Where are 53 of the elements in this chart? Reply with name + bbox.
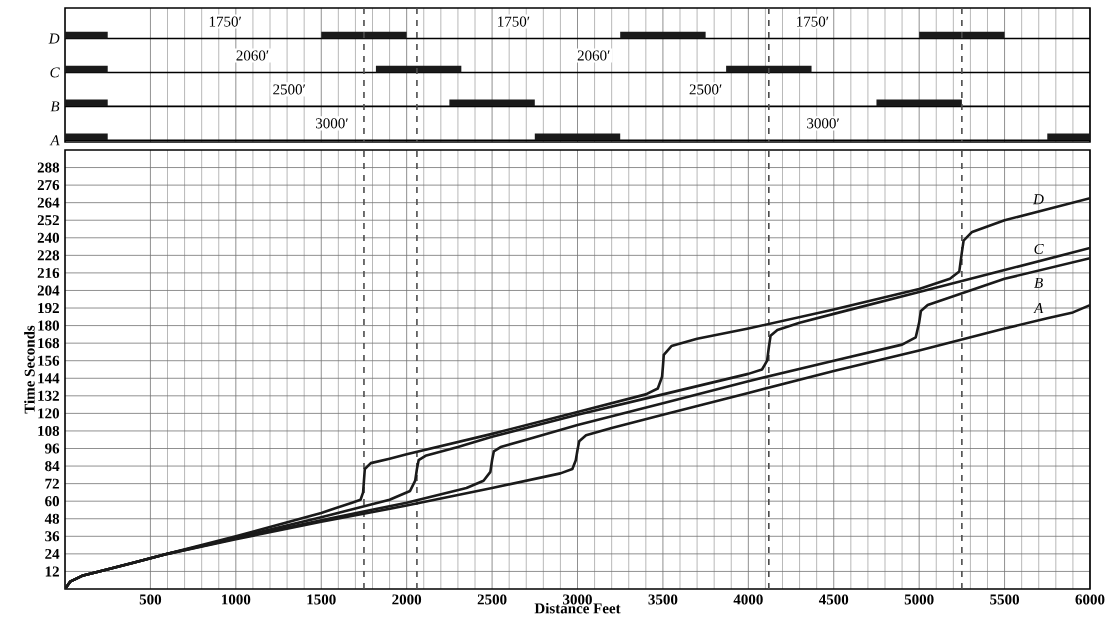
annotation: 1750′ <box>498 16 530 27</box>
x-tick-label: 4500 <box>818 594 849 605</box>
y-tick-label: 12 <box>45 566 59 577</box>
y-tick-label: 36 <box>45 531 60 542</box>
annotation: 3000′ <box>316 118 348 129</box>
annotation: 2060′ <box>236 50 269 61</box>
y-tick-label: B <box>50 101 60 112</box>
y-tick-label: 132 <box>38 390 59 401</box>
y-tick-label: 168 <box>38 338 60 349</box>
y-tick-label: 60 <box>45 496 60 507</box>
y-tick-label: 252 <box>37 215 59 226</box>
annotation: 1750′ <box>797 16 829 27</box>
y-tick-label: 192 <box>38 303 59 314</box>
y-tick-label: A <box>49 135 60 146</box>
x-tick-label: 2500 <box>477 594 507 605</box>
x-tick-label: 500 <box>139 594 162 605</box>
x-tick-label: 2000 <box>392 594 422 605</box>
y-tick-label: 204 <box>37 285 60 296</box>
y-tick-label: 84 <box>45 461 60 472</box>
x-tick-label: 4000 <box>733 594 763 605</box>
y-tick-label: 108 <box>38 425 60 437</box>
y-tick-label: D <box>48 33 60 44</box>
y-tick-label: 228 <box>37 250 60 261</box>
series-label: D <box>1032 194 1044 205</box>
y-tick-label: 276 <box>37 180 60 191</box>
y-tick-label: 288 <box>37 162 60 173</box>
y-tick-label: 264 <box>37 197 60 208</box>
x-tick-label: 5500 <box>990 594 1020 605</box>
y-tick-label: 180 <box>38 320 60 331</box>
x-tick-label: 3500 <box>648 594 678 605</box>
series-label: C <box>1034 243 1044 254</box>
y-tick-label: 48 <box>44 513 60 524</box>
annotation: 2500′ <box>689 84 722 95</box>
annotation: 3000′ <box>807 118 839 129</box>
y-tick-label: 144 <box>38 373 60 384</box>
y-tick-label: 156 <box>38 355 60 366</box>
y-tick-label: 24 <box>45 548 60 559</box>
x-tick-label: 1000 <box>222 594 251 605</box>
y-tick-label: 240 <box>37 232 60 243</box>
y-tick-label: 96 <box>45 443 60 454</box>
annotation: 2500′ <box>273 84 306 95</box>
x-tick-label: 6000 <box>1075 594 1105 605</box>
y-tick-label: 120 <box>38 408 60 419</box>
series-label: A <box>1033 303 1044 314</box>
y-axis-title: Time Seconds <box>24 325 35 414</box>
annotation: 2060′ <box>577 50 610 61</box>
y-tick-label: 216 <box>37 267 60 278</box>
x-tick-label: 1500 <box>307 594 336 605</box>
y-tick-label: C <box>50 67 60 78</box>
series-label: B <box>1034 277 1043 288</box>
annotation: 1750′ <box>209 16 242 27</box>
x-tick-label: 5000 <box>904 594 934 605</box>
y-tick-label: 72 <box>45 478 59 489</box>
